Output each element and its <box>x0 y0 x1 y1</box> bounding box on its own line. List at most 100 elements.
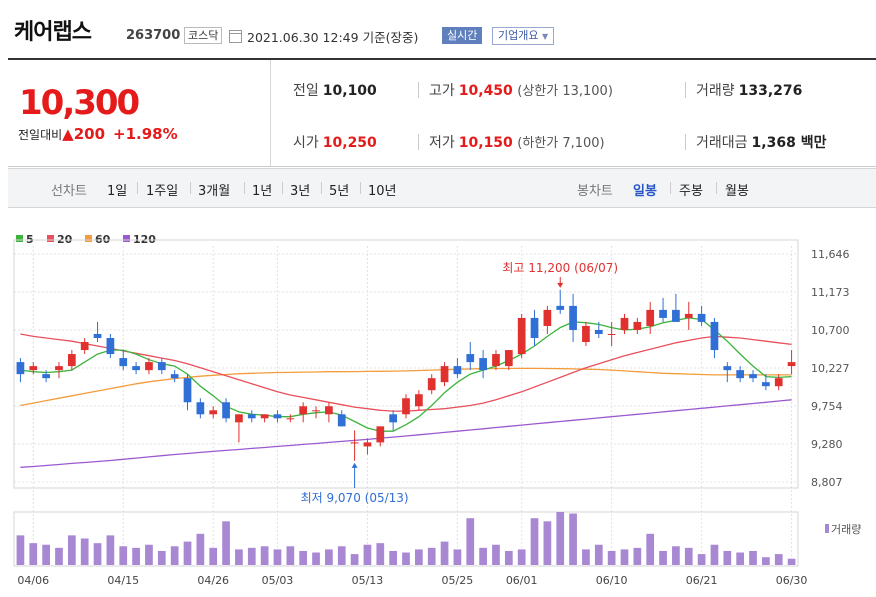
annotation-high-arrowhead <box>557 282 564 288</box>
price-panel-frame <box>13 239 799 489</box>
candle-body <box>607 333 616 335</box>
header-divider <box>8 58 876 60</box>
candle-body <box>16 362 25 375</box>
realtime-button[interactable]: 실시간 <box>442 27 483 44</box>
divider <box>716 182 717 194</box>
divider <box>670 182 671 194</box>
candle-daily[interactable]: 일봉 <box>633 184 657 199</box>
candle-body <box>762 382 770 387</box>
volume-bar <box>209 547 218 565</box>
volume-bar <box>787 558 796 565</box>
candle-body <box>350 442 359 444</box>
stat-open: 시가 10,250 <box>293 135 377 151</box>
volume-bar <box>646 533 655 565</box>
company-overview-dropdown[interactable]: 기업개요 ▼ <box>492 27 555 45</box>
divider <box>418 134 419 150</box>
volume-panel-frame <box>13 511 799 567</box>
volume-bar <box>235 549 243 565</box>
legend-swatch-120 <box>123 235 130 242</box>
candle-body <box>235 414 243 423</box>
volume-bar <box>67 535 76 565</box>
volume-bar <box>710 544 719 565</box>
volume-bar <box>247 547 256 565</box>
period-1w[interactable]: 1주일 <box>146 184 179 199</box>
volume-bar <box>543 521 552 565</box>
volume-bar <box>530 518 539 565</box>
volume-bar <box>723 550 732 565</box>
period-3y[interactable]: 3년 <box>290 184 311 199</box>
period-1y[interactable]: 1년 <box>252 184 273 199</box>
candle-body <box>337 414 346 427</box>
volume-bar <box>633 547 642 565</box>
candle-body <box>55 366 63 371</box>
stock-header: 케어랩스 263700 코스닥 2021.06.30 12:49 기준(장중) … <box>0 0 876 56</box>
candle-body <box>466 354 475 363</box>
candle-body <box>170 374 179 379</box>
volume-bar <box>620 549 629 565</box>
y-tick-label: 11,173 <box>811 286 850 299</box>
candle-body <box>453 366 462 375</box>
period-5y[interactable]: 5년 <box>329 184 350 199</box>
volume-bar <box>672 546 680 565</box>
divider <box>685 82 686 98</box>
period-1d[interactable]: 1일 <box>107 184 128 199</box>
volume-bar <box>260 546 269 565</box>
y-tick-label: 11,646 <box>811 248 850 261</box>
volume-bar <box>170 546 179 565</box>
annotation-low: 최저 9,070 (05/13) <box>301 491 409 505</box>
period-10y[interactable]: 10년 <box>368 184 397 199</box>
candle-body <box>132 366 140 371</box>
price-box: 10,300 전일대비▲200 +1.98% <box>8 60 271 166</box>
volume-bar <box>299 550 308 565</box>
candle-body <box>67 354 76 367</box>
x-tick-label: 06/21 <box>686 574 718 587</box>
candle-monthly[interactable]: 월봉 <box>725 184 749 199</box>
divider <box>418 82 419 98</box>
candle-body <box>787 362 796 367</box>
volume-bar <box>363 544 372 565</box>
volume-bar <box>389 550 398 565</box>
x-tick-label: 04/26 <box>197 574 229 587</box>
candle-body <box>325 406 333 415</box>
candle-body <box>157 362 166 371</box>
candle-body <box>273 414 282 419</box>
divider <box>360 182 361 194</box>
divider <box>321 182 322 194</box>
period-toolbar: 선차트 1일 1주일 3개월 1년 3년 5년 10년 봉차트 일봉 주봉 월봉 <box>8 168 876 208</box>
candle-body <box>363 442 372 447</box>
candle-body <box>222 402 230 419</box>
volume-bar <box>55 547 63 565</box>
volume-bar <box>736 552 745 565</box>
candle-body <box>42 374 50 379</box>
divider <box>282 182 283 194</box>
candle-chart-label: 봉차트 <box>577 184 613 199</box>
stock-chart[interactable]: 5 20 60 12011,64611,17310,70010,2279,7549,2… <box>0 226 876 597</box>
candle-body <box>582 325 590 343</box>
quote-stats: 전일 10,100 고가 10,450 (상한가 13,100) 거래량 133,27… <box>271 60 876 166</box>
candle-body <box>29 366 38 371</box>
candle-body <box>209 410 218 415</box>
stat-amount: 거래대금 1,368 백만 <box>696 135 827 151</box>
candle-body <box>299 406 308 415</box>
divider <box>190 182 191 194</box>
candle-body <box>196 402 205 415</box>
volume-bar <box>183 541 192 565</box>
volume-bar <box>337 546 346 565</box>
candle-body <box>504 350 513 367</box>
candle-body <box>247 414 256 419</box>
annotation-low-arrowhead <box>351 462 358 468</box>
volume-bar <box>119 546 128 565</box>
volume-bar <box>697 554 706 565</box>
period-3m[interactable]: 3개월 <box>198 184 231 199</box>
divider <box>8 166 876 167</box>
candle-body <box>543 309 552 326</box>
volume-bar <box>42 544 50 565</box>
candle-body <box>723 366 732 371</box>
y-tick-label: 9,754 <box>811 400 843 413</box>
volume-bar <box>414 549 423 565</box>
candle-body <box>569 305 577 330</box>
candle-body <box>697 313 706 322</box>
candle-weekly[interactable]: 주봉 <box>679 184 703 199</box>
change-amount: ▲200 <box>62 125 106 143</box>
x-tick-label: 04/15 <box>107 574 139 587</box>
